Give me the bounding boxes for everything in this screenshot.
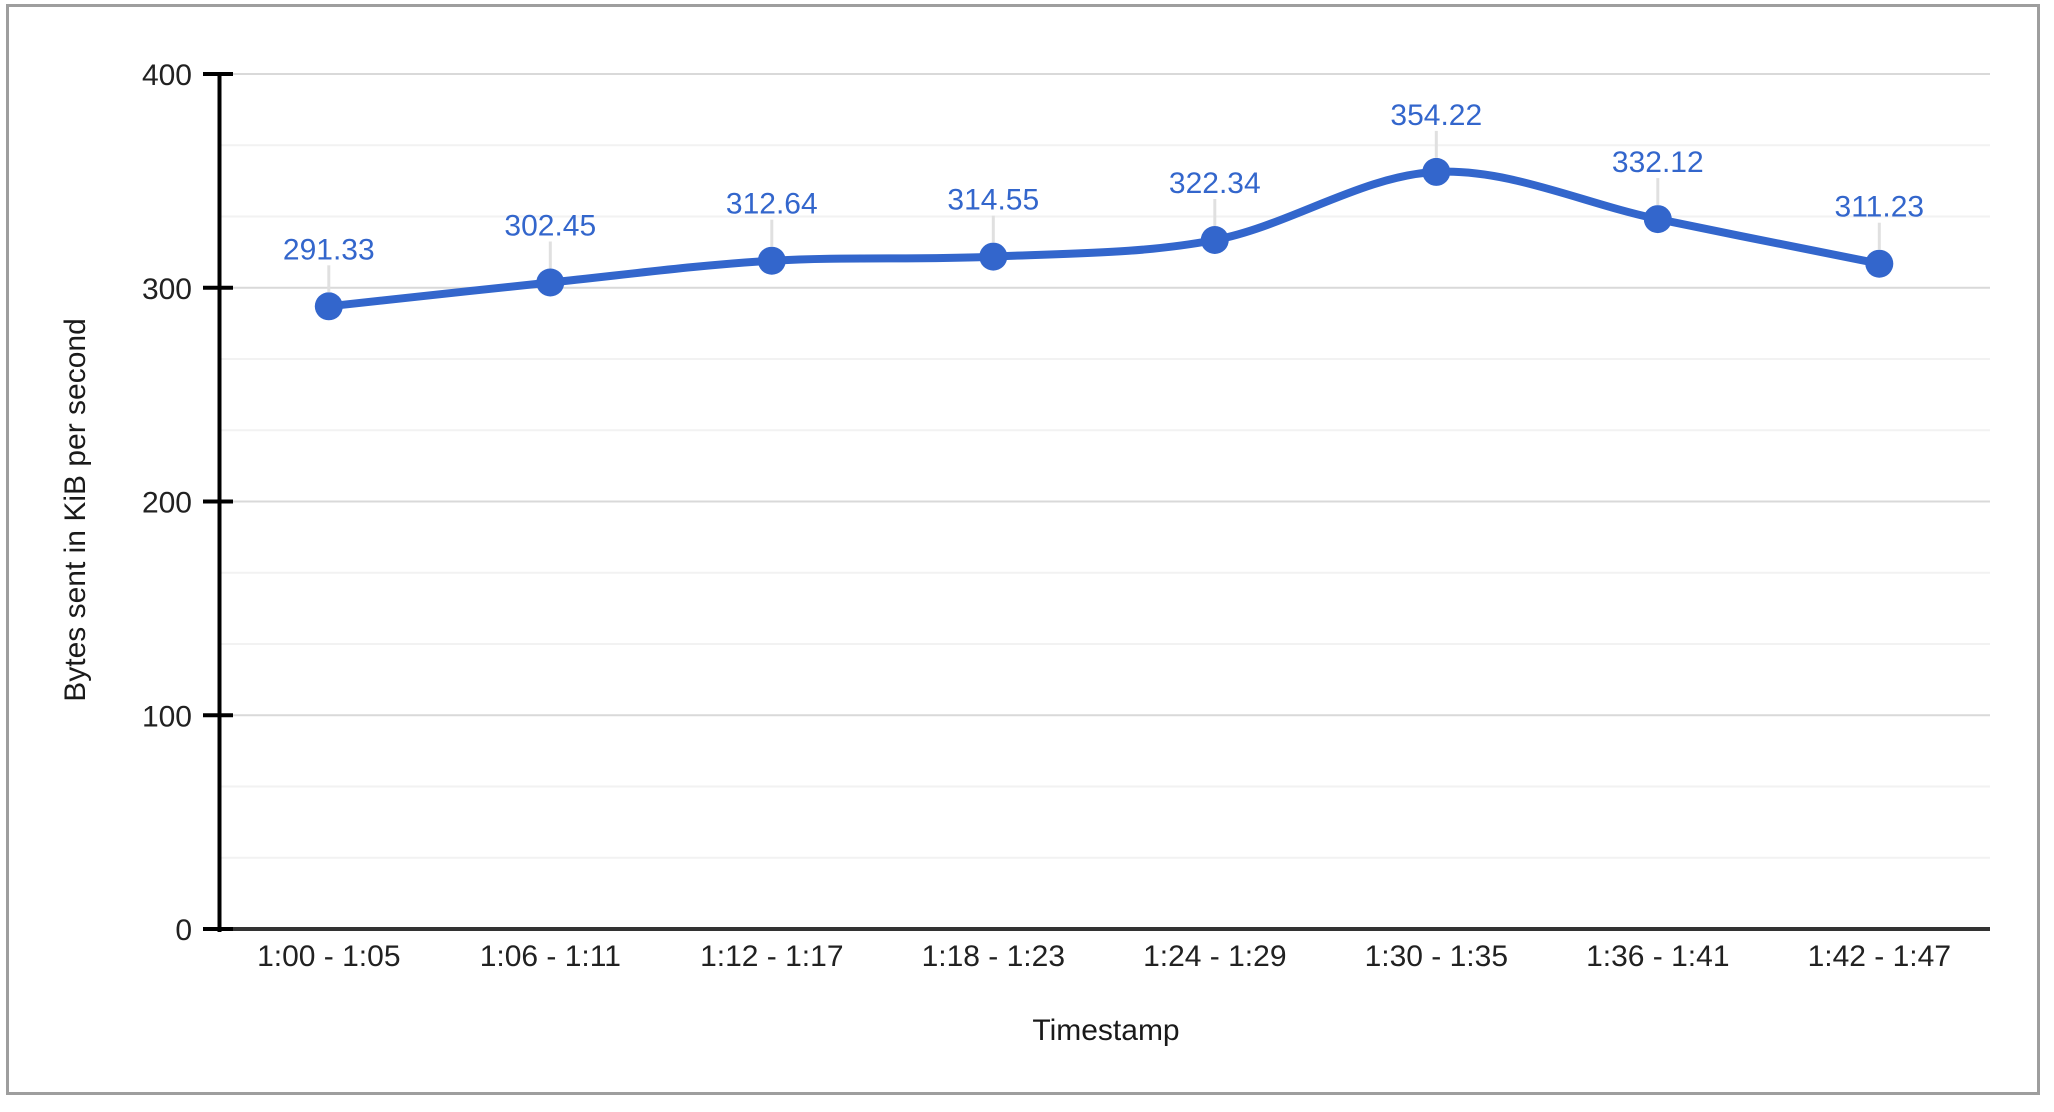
y-tick-label: 300	[142, 273, 192, 306]
data-point-label: 354.22	[1390, 99, 1482, 132]
gridlines	[218, 73, 1990, 859]
y-axis-title: Bytes sent in KiB per second	[59, 318, 92, 702]
x-axis-title: Timestamp	[1032, 1014, 1179, 1047]
x-category-label: 1:12 - 1:17	[700, 940, 843, 973]
y-tick-label: 200	[142, 487, 192, 520]
x-category-label: 1:30 - 1:35	[1365, 940, 1508, 973]
data-point[interactable]	[757, 246, 786, 275]
y-tick-label: 0	[175, 914, 192, 947]
data-point[interactable]	[979, 242, 1008, 271]
data-point[interactable]	[314, 292, 343, 321]
data-point-label: 322.34	[1169, 167, 1261, 200]
x-category-label: 1:24 - 1:29	[1143, 940, 1286, 973]
data-point-label: 312.64	[726, 188, 818, 221]
x-category-label: 1:42 - 1:47	[1808, 940, 1951, 973]
y-tick-label: 400	[142, 59, 192, 92]
data-point-label: 314.55	[947, 184, 1039, 217]
x-category-label: 1:18 - 1:23	[922, 940, 1065, 973]
data-point[interactable]	[1200, 226, 1229, 254]
data-point[interactable]	[1643, 205, 1672, 234]
data-point-label: 332.12	[1612, 146, 1704, 179]
data-point[interactable]	[1865, 249, 1894, 278]
data-series	[314, 157, 1894, 321]
x-category-label: 1:36 - 1:41	[1586, 940, 1729, 973]
x-category-label: 1:00 - 1:05	[257, 940, 400, 973]
data-point-label: 291.33	[283, 233, 375, 266]
y-tick-label: 100	[142, 700, 192, 733]
chart-frame	[6, 4, 2040, 1095]
axes	[203, 72, 1990, 932]
axis-tick-labels: 0 100 200 300 400 1:00 - 1:05 1:06 - 1:11 1:12 …	[142, 59, 1951, 973]
data-point-label: 302.45	[504, 210, 596, 243]
data-point-label: 311.23	[1835, 191, 1925, 224]
data-labels: 291.33 302.45 312.64 314.55 322.34 354.22 332.…	[283, 99, 1925, 293]
data-point[interactable]	[1422, 157, 1451, 186]
series-line	[324, 167, 1884, 311]
data-point[interactable]	[536, 268, 565, 297]
x-category-label: 1:06 - 1:11	[480, 940, 621, 973]
